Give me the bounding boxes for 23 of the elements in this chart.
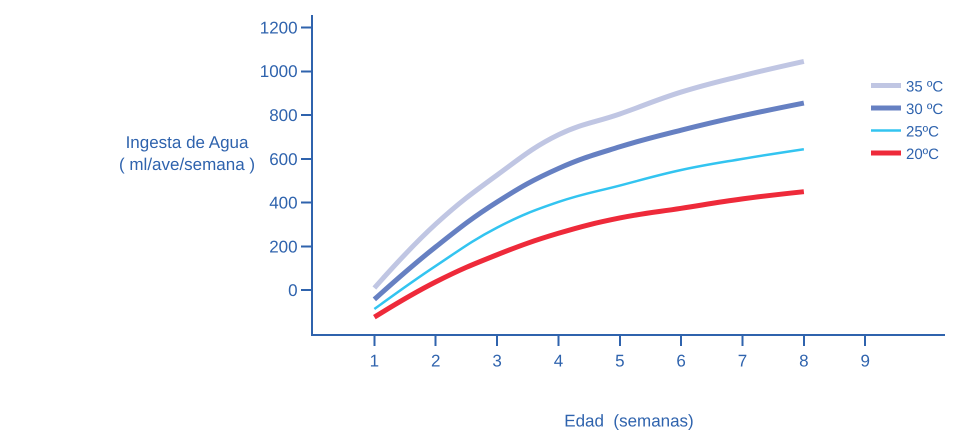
x-tick-label: 5 bbox=[615, 351, 625, 370]
x-axis-title: Edad (semanas) bbox=[564, 411, 694, 430]
y-tick-label: 200 bbox=[269, 237, 298, 256]
x-tick-label: 3 bbox=[492, 351, 502, 370]
y-tick-label: 1200 bbox=[260, 18, 298, 38]
y-tick-label: 600 bbox=[269, 150, 298, 169]
y-tick-label: 800 bbox=[269, 106, 298, 126]
y-tick-label: 400 bbox=[269, 194, 298, 213]
legend-label: 25ºC bbox=[906, 123, 940, 140]
x-tick-label: 1 bbox=[370, 351, 380, 370]
x-tick-label: 9 bbox=[860, 351, 870, 370]
line-series bbox=[373, 148, 806, 310]
x-tick-label: 4 bbox=[554, 351, 564, 370]
y-axis-title: Ingesta de Agua ( ml/ave/semana ) bbox=[119, 133, 256, 174]
legend-label: 20ºC bbox=[906, 146, 940, 163]
x-tick-label: 7 bbox=[738, 351, 748, 370]
x-tick-label: 6 bbox=[676, 351, 686, 370]
y-tick-label: 1000 bbox=[260, 62, 298, 82]
y-tick-label: 0 bbox=[288, 281, 298, 300]
x-tick-label: 2 bbox=[430, 351, 440, 370]
legend-label: 35 ºC bbox=[906, 78, 944, 96]
legend-label: 30 ºC bbox=[906, 100, 944, 118]
x-tick-label: 8 bbox=[799, 351, 809, 370]
